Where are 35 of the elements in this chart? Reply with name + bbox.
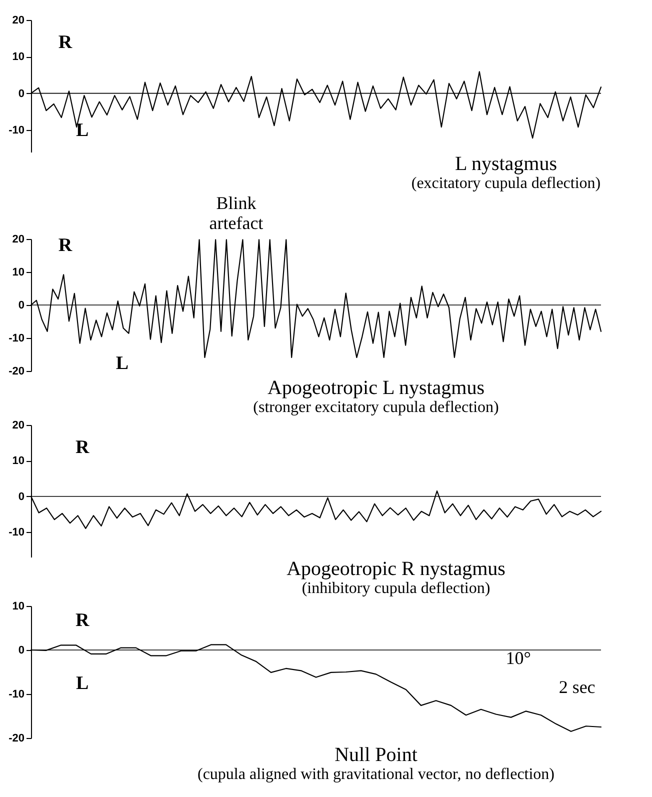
y-tick-label: 20 <box>12 234 24 246</box>
y-tick-label: 0 <box>18 490 24 503</box>
text: Null Point <box>334 744 418 766</box>
y-tick-label: -20 <box>8 732 24 744</box>
y-tick-label: -10 <box>8 124 24 136</box>
text: (stronger excitatory cupula deflection) <box>253 399 499 416</box>
text: Apogeotropic R nystagmus <box>286 558 506 580</box>
y-tick-label: 0 <box>18 644 24 656</box>
y-tick-label: -20 <box>8 366 24 378</box>
annotation: R <box>75 610 90 631</box>
text: L nystagmus <box>454 153 558 175</box>
y-tick-label: 20 <box>12 420 24 432</box>
y-tick-label: 10 <box>12 600 24 612</box>
annotation: 2 sec <box>558 676 596 697</box>
y-tick-label: 10 <box>12 266 24 278</box>
annotation: L <box>76 120 89 141</box>
text: (inhibitory cupula deflection) <box>302 580 490 597</box>
annotation: R <box>58 235 72 256</box>
text: (excitatory cupula deflection) <box>411 175 601 192</box>
annotation: R <box>75 437 90 458</box>
y-tick-label: 0 <box>18 88 24 100</box>
annotation: L <box>116 353 129 374</box>
text: Apogeotropic L nystagmus <box>267 377 485 399</box>
y-tick-label: 10 <box>12 51 24 64</box>
annotation: L <box>76 673 89 694</box>
y-tick-label: 10 <box>12 455 24 468</box>
y-tick-label: -10 <box>8 332 24 344</box>
y-tick-label: 20 <box>12 14 24 26</box>
y-tick-label: -10 <box>8 526 24 539</box>
text: (cupula aligned with gravitational vector, no deflection) <box>197 766 555 783</box>
text: Blink artefact <box>209 193 264 233</box>
annotation: R <box>58 32 72 53</box>
y-tick-label: -10 <box>8 688 24 700</box>
y-tick-label: 0 <box>18 300 24 312</box>
annotation: 10° <box>506 648 531 668</box>
